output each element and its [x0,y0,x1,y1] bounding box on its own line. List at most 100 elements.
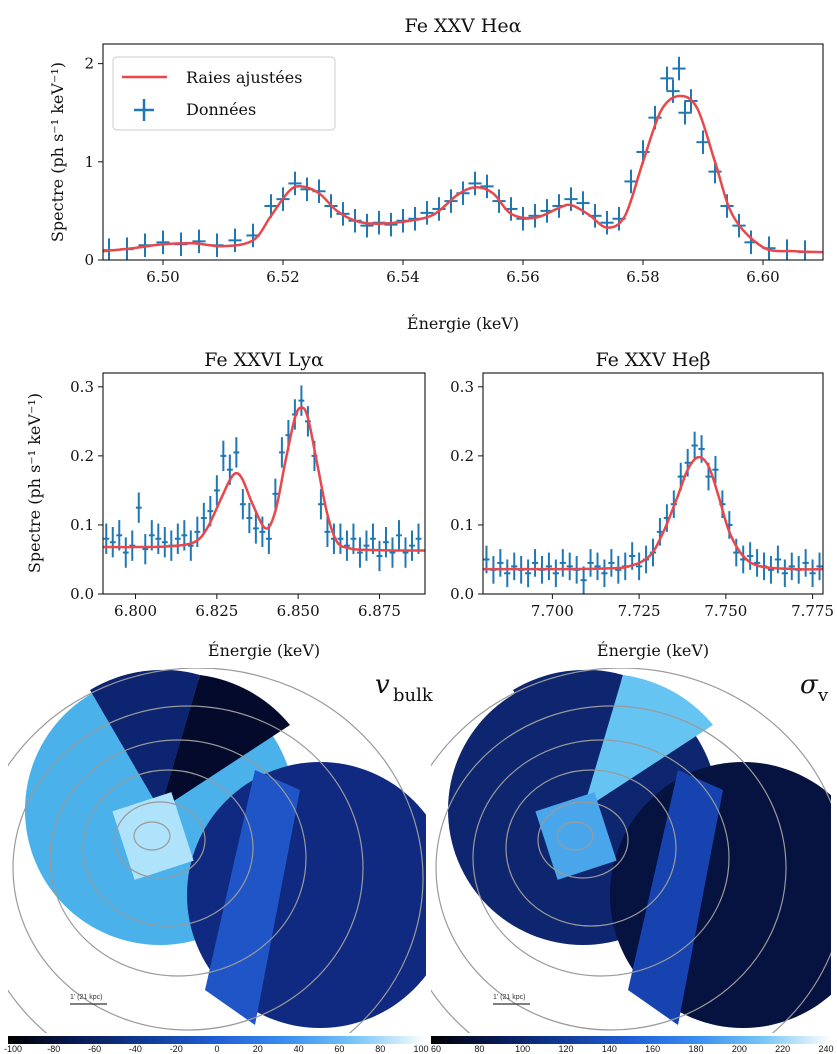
data-point [781,559,788,588]
data-point [587,549,594,577]
chart-he-alpha: Fe XXV Heα 6.50 6.52 6.54 6.56 6.58 6.60 012 … [48,15,824,333]
data-point [564,187,578,211]
y-axis: 0 1 2 [84,55,103,269]
map-sigmav: σ v 1' (21 kpc) 60 80 100 120 140 160 180 200 22… [431,668,834,1054]
data-point [155,523,162,554]
map-region-east-band [628,770,723,1025]
data-point [324,516,331,548]
colorbar-ticks: -100 -80 -60 -40 -20 0 20 40 60 80 100 [4,1044,429,1054]
data-point [200,502,207,534]
y-tick-label: 2 [84,55,94,73]
colorbar-tick-label: 140 [602,1044,617,1054]
y-axis-label: Spectre (ph s⁻¹ keV⁻¹) [25,393,44,573]
chart-he-beta: Fe XXV Heβ 7.700 7.725 7.750 7.775 0.00.10.… [450,349,834,660]
data-point [396,520,402,551]
colorbar-tick-label: 100 [515,1044,530,1054]
colorbar-tick-label: -60 [88,1044,101,1054]
colorbar-tick-label: 40 [294,1044,304,1054]
model-curve [103,94,823,254]
y-tick-label: 0.1 [70,516,94,534]
legend-data-label: Données [186,100,256,119]
y-tick-label: 0.2 [450,447,474,465]
data-point [753,549,761,577]
colorbar-tick-label: 160 [645,1044,660,1054]
colorbar-tick-label: 200 [732,1044,747,1054]
x-tick-label: 6.850 [277,602,320,620]
map-contours [8,668,424,1033]
y-tick-label: 0.3 [450,378,474,396]
data-point [103,523,110,554]
data-point [278,437,285,468]
colorbar-tick-label: 240 [818,1044,833,1054]
scale-bar-label: 1' (21 kpc) [70,994,102,1001]
data-point [337,523,344,554]
legend-box [112,56,336,131]
data-point [566,552,573,581]
data-point [608,549,615,577]
data-point [116,520,123,551]
scale-bar-label: 1' (21 kpc) [493,994,525,1001]
data-point [298,385,305,416]
data-point [672,56,686,81]
y-axis-label: Spectre (ph s⁻¹ keV⁻¹) [48,62,67,242]
map-region-east-band [205,770,300,1025]
data-point [415,523,422,554]
data-point [187,530,194,561]
data-point [601,559,608,588]
colorbar-ticks: 60 80 100 120 140 160 180 200 220 240 [431,1044,834,1054]
data-point [360,213,374,238]
data-point [545,552,553,581]
data-point [552,559,559,588]
data-point [809,559,816,588]
colorbar-tick-label: 180 [688,1044,703,1054]
x-axis-label: Énergie (keV) [407,313,519,333]
x-tick-label: 6.50 [146,268,179,286]
map-label-subscript: v [817,685,829,706]
data-point [712,455,719,484]
data-point [239,489,246,520]
colorbar [431,1036,831,1044]
data-point [788,552,795,581]
x-axis: 7.700 7.725 7.750 7.775 [531,594,834,620]
data-point [252,513,259,544]
data-point [228,228,242,253]
x-tick-label: 7.775 [791,602,834,620]
legend-model-label: Raies ajustées [186,68,302,87]
chart-ly-alpha: Fe XXVI Lyα 6.800 6.825 6.850 6.875 0.00.10… [25,349,426,660]
colorbar-tick-label: -80 [47,1044,60,1054]
data-point [480,174,494,199]
data-point [816,552,823,581]
colorbar-tick-label: 120 [558,1044,573,1054]
data-point [594,552,601,581]
data-point [691,431,698,460]
x-tick-label: 7.700 [531,602,574,620]
data-point [357,537,363,568]
y-tick-label: 0.2 [70,447,94,465]
data-point [409,530,415,561]
data-point [376,540,383,572]
map-region-central-box [535,792,617,880]
data-point [129,530,136,561]
data-point [660,66,674,91]
data-point [615,556,622,584]
data-point [213,475,220,506]
plot-frame [102,372,426,595]
map-vbulk: v bulk 1' (21 kpc) -100 -80 -60 -40 -20 0 20 40… [4,668,434,1054]
plot-area [103,385,425,572]
x-tick-label: 6.825 [195,602,238,620]
x-tick-label: 6.875 [358,602,401,620]
data-point [317,489,324,520]
y-tick-label: 0.1 [450,516,474,534]
data-point [246,502,253,534]
data-point [432,197,446,221]
x-axis-label: Énergie (keV) [597,640,709,660]
chart-title: Fe XXVI Lyα [204,349,324,371]
data-point [363,530,370,561]
colorbar-tick-label: -20 [170,1044,183,1054]
legend-data-swatch [134,99,154,121]
x-tick-label: 6.56 [506,268,539,286]
data-point [272,478,279,510]
chart-title: Fe XXV Heβ [595,349,710,371]
data-point [156,230,170,255]
